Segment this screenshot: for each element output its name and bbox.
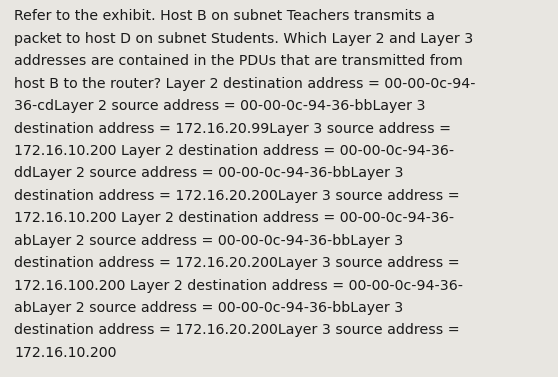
Text: 172.16.10.200 Layer 2 destination address = 00-00-0c-94-36-: 172.16.10.200 Layer 2 destination addres… <box>14 144 454 158</box>
Text: host B to the router? Layer 2 destination address = 00-00-0c-94-: host B to the router? Layer 2 destinatio… <box>14 77 475 91</box>
Text: Refer to the exhibit. Host B on subnet Teachers transmits a: Refer to the exhibit. Host B on subnet T… <box>14 9 435 23</box>
Text: packet to host D on subnet Students. Which Layer 2 and Layer 3: packet to host D on subnet Students. Whi… <box>14 32 473 46</box>
Text: destination address = 172.16.20.200Layer 3 source address =: destination address = 172.16.20.200Layer… <box>14 323 460 337</box>
Text: destination address = 172.16.20.99Layer 3 source address =: destination address = 172.16.20.99Layer … <box>14 121 451 136</box>
Text: abLayer 2 source address = 00-00-0c-94-36-bbLayer 3: abLayer 2 source address = 00-00-0c-94-3… <box>14 234 403 248</box>
Text: 172.16.10.200: 172.16.10.200 <box>14 346 117 360</box>
Text: abLayer 2 source address = 00-00-0c-94-36-bbLayer 3: abLayer 2 source address = 00-00-0c-94-3… <box>14 301 403 315</box>
Text: 36-cdLayer 2 source address = 00-00-0c-94-36-bbLayer 3: 36-cdLayer 2 source address = 00-00-0c-9… <box>14 99 425 113</box>
Text: destination address = 172.16.20.200Layer 3 source address =: destination address = 172.16.20.200Layer… <box>14 256 460 270</box>
Text: ddLayer 2 source address = 00-00-0c-94-36-bbLayer 3: ddLayer 2 source address = 00-00-0c-94-3… <box>14 167 403 181</box>
Text: addresses are contained in the PDUs that are transmitted from: addresses are contained in the PDUs that… <box>14 54 463 68</box>
Text: 172.16.10.200 Layer 2 destination address = 00-00-0c-94-36-: 172.16.10.200 Layer 2 destination addres… <box>14 211 454 225</box>
Text: destination address = 172.16.20.200Layer 3 source address =: destination address = 172.16.20.200Layer… <box>14 189 460 203</box>
Text: 172.16.100.200 Layer 2 destination address = 00-00-0c-94-36-: 172.16.100.200 Layer 2 destination addre… <box>14 279 463 293</box>
